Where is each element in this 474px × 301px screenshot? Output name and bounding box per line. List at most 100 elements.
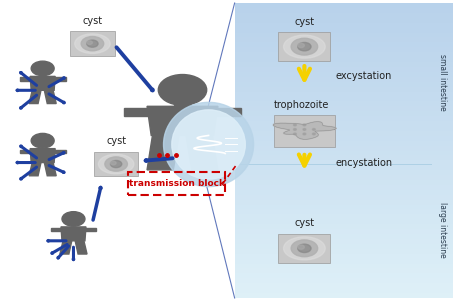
Circle shape [303,124,306,126]
Polygon shape [20,150,65,153]
Circle shape [303,129,306,130]
FancyBboxPatch shape [235,101,453,106]
Polygon shape [30,76,55,90]
FancyBboxPatch shape [278,32,330,61]
FancyBboxPatch shape [235,28,453,33]
FancyBboxPatch shape [235,244,453,249]
FancyBboxPatch shape [235,87,453,92]
FancyBboxPatch shape [235,170,453,175]
FancyBboxPatch shape [235,288,453,293]
Polygon shape [273,122,337,139]
Text: cyst: cyst [106,136,126,146]
FancyBboxPatch shape [235,57,453,62]
FancyBboxPatch shape [235,278,453,283]
Circle shape [158,75,207,105]
FancyBboxPatch shape [235,205,453,209]
Polygon shape [29,163,41,176]
FancyBboxPatch shape [235,116,453,121]
FancyBboxPatch shape [235,72,453,77]
FancyBboxPatch shape [235,82,453,87]
FancyBboxPatch shape [235,33,453,37]
FancyBboxPatch shape [235,185,453,190]
FancyBboxPatch shape [235,141,453,146]
FancyBboxPatch shape [235,126,453,131]
FancyBboxPatch shape [235,131,453,136]
Polygon shape [61,227,86,241]
Circle shape [110,160,122,168]
FancyBboxPatch shape [235,96,453,101]
Circle shape [298,43,304,48]
Ellipse shape [75,34,110,54]
FancyBboxPatch shape [235,175,453,180]
Ellipse shape [172,110,246,179]
Text: transmission block: transmission block [128,179,225,188]
FancyBboxPatch shape [235,42,453,47]
Circle shape [62,212,85,226]
FancyBboxPatch shape [235,146,453,150]
FancyBboxPatch shape [235,229,453,234]
Circle shape [31,61,54,76]
FancyBboxPatch shape [235,67,453,72]
Circle shape [87,41,92,45]
FancyBboxPatch shape [235,165,453,170]
FancyBboxPatch shape [235,121,453,126]
Circle shape [293,129,296,130]
FancyBboxPatch shape [235,239,453,244]
Polygon shape [147,135,179,170]
Polygon shape [45,90,56,104]
FancyBboxPatch shape [235,160,453,165]
Circle shape [312,133,315,135]
FancyBboxPatch shape [235,249,453,254]
FancyBboxPatch shape [235,259,453,264]
FancyBboxPatch shape [235,195,453,200]
FancyBboxPatch shape [235,254,453,259]
Polygon shape [124,108,241,116]
FancyBboxPatch shape [235,3,453,8]
FancyBboxPatch shape [235,23,453,28]
Circle shape [293,133,296,135]
FancyBboxPatch shape [235,273,453,278]
FancyBboxPatch shape [235,150,453,155]
Polygon shape [75,241,87,254]
FancyBboxPatch shape [235,18,453,23]
Polygon shape [30,149,55,163]
Polygon shape [20,77,65,81]
FancyBboxPatch shape [273,115,335,147]
Text: small intestine: small intestine [438,54,447,111]
Text: encystation: encystation [335,157,392,168]
Text: cyst: cyst [294,219,314,228]
Circle shape [303,133,306,135]
Ellipse shape [283,237,325,260]
Text: cyst: cyst [82,16,102,26]
FancyBboxPatch shape [235,268,453,273]
FancyBboxPatch shape [235,155,453,160]
Circle shape [110,161,116,165]
FancyBboxPatch shape [235,62,453,67]
FancyBboxPatch shape [94,152,138,176]
Ellipse shape [99,154,134,174]
FancyBboxPatch shape [235,293,453,298]
FancyBboxPatch shape [235,37,453,42]
Circle shape [293,124,296,126]
Circle shape [312,129,315,130]
Circle shape [31,133,54,148]
FancyBboxPatch shape [235,8,453,13]
Polygon shape [186,135,218,170]
FancyBboxPatch shape [235,190,453,195]
FancyBboxPatch shape [235,136,453,141]
FancyBboxPatch shape [235,180,453,185]
Text: excystation: excystation [335,70,392,81]
Text: large intestine: large intestine [438,202,447,258]
FancyBboxPatch shape [235,234,453,239]
FancyBboxPatch shape [235,47,453,52]
Circle shape [81,36,104,51]
FancyBboxPatch shape [235,111,453,116]
FancyBboxPatch shape [278,234,330,263]
Ellipse shape [283,35,325,58]
Text: trophozoite: trophozoite [273,100,329,110]
Polygon shape [45,163,56,176]
FancyBboxPatch shape [70,31,115,56]
Circle shape [291,38,318,55]
FancyBboxPatch shape [235,106,453,111]
FancyBboxPatch shape [235,13,453,18]
